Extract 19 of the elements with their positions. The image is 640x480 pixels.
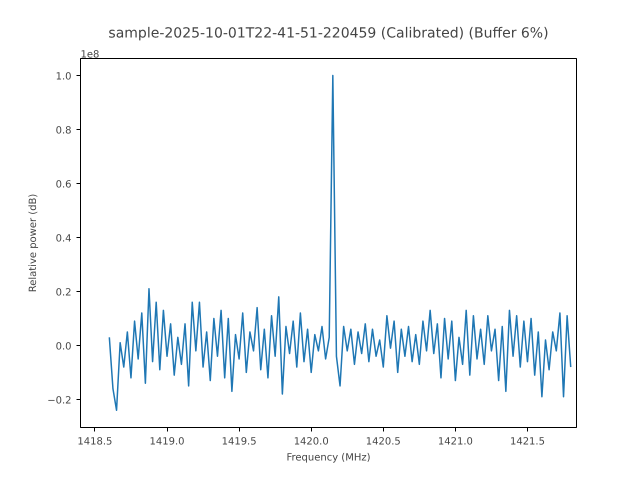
- y-tick-label: 0.4: [56, 233, 72, 244]
- annotation: 1e8: [80, 50, 100, 60]
- y-tick-label: 0.8: [56, 125, 72, 136]
- line-series: [108, 74, 572, 411]
- chart-title: sample-2025-10-01T22-41-51-220459 (Calibrated) (Buffer 6%): [108, 26, 549, 42]
- y-tick-label: 0.2: [56, 287, 72, 298]
- x-tick-label: 1421.5: [510, 436, 545, 448]
- y-tick-label: −0.2: [47, 395, 72, 406]
- x-tick-label: 1418.5: [77, 436, 112, 448]
- y-tick-label: 0.6: [56, 179, 72, 190]
- x-tick-label: 1420.5: [366, 436, 401, 448]
- x-tick-label: 1421.0: [438, 436, 473, 448]
- x-tick-label: 1419.5: [222, 436, 257, 448]
- y-tick-label: 1.0: [56, 72, 72, 83]
- x-axis-title: Frequency (MHz): [286, 452, 371, 464]
- y-axis-title: Relative power (dB): [28, 194, 40, 292]
- y-tick-label: 0.0: [56, 341, 72, 352]
- x-tick-label: 1420.0: [294, 436, 329, 448]
- x-tick-label: 1419.0: [150, 436, 185, 448]
